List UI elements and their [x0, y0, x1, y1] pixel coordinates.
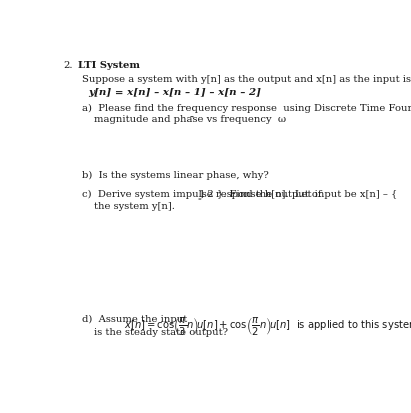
Text: a)  Please find the frequency response  using Discrete Time Fourier  transform. : a) Please find the frequency response us…: [82, 104, 411, 113]
Text: is the steady state output?: is the steady state output?: [95, 328, 229, 337]
Text: Suppose a system with y[n] as the output and x[n] as the input is defined by: Suppose a system with y[n] as the output…: [82, 75, 411, 84]
Text: y[n] = x[n] – x[n – 1] – x[n – 2]: y[n] = x[n] – x[n – 1] – x[n – 2]: [88, 88, 261, 97]
Text: magnitude and phase vs frequency  ω: magnitude and phase vs frequency ω: [95, 115, 286, 124]
Text: d)  Assume the input: d) Assume the input: [82, 315, 196, 324]
Text: , 2 }. Find the output of: , 2 }. Find the output of: [201, 190, 322, 199]
Text: c)  Derive system impulse response h[n].  Let input be x[n] – {: c) Derive system impulse response h[n]. …: [82, 190, 400, 199]
Text: $x[n] = \cos\!\left(\dfrac{\pi}{3}n\right)\!u[n] + \cos\!\left(\dfrac{\pi}{2}n\r: $x[n] = \cos\!\left(\dfrac{\pi}{3}n\righ…: [124, 315, 411, 337]
Text: 2.: 2.: [63, 61, 73, 70]
Text: b)  Is the systems linear phase, why?: b) Is the systems linear phase, why?: [82, 171, 268, 180]
Text: 1: 1: [199, 190, 206, 199]
Text: the system y[n].: the system y[n].: [95, 202, 175, 211]
Text: LTI System: LTI System: [79, 61, 141, 70]
